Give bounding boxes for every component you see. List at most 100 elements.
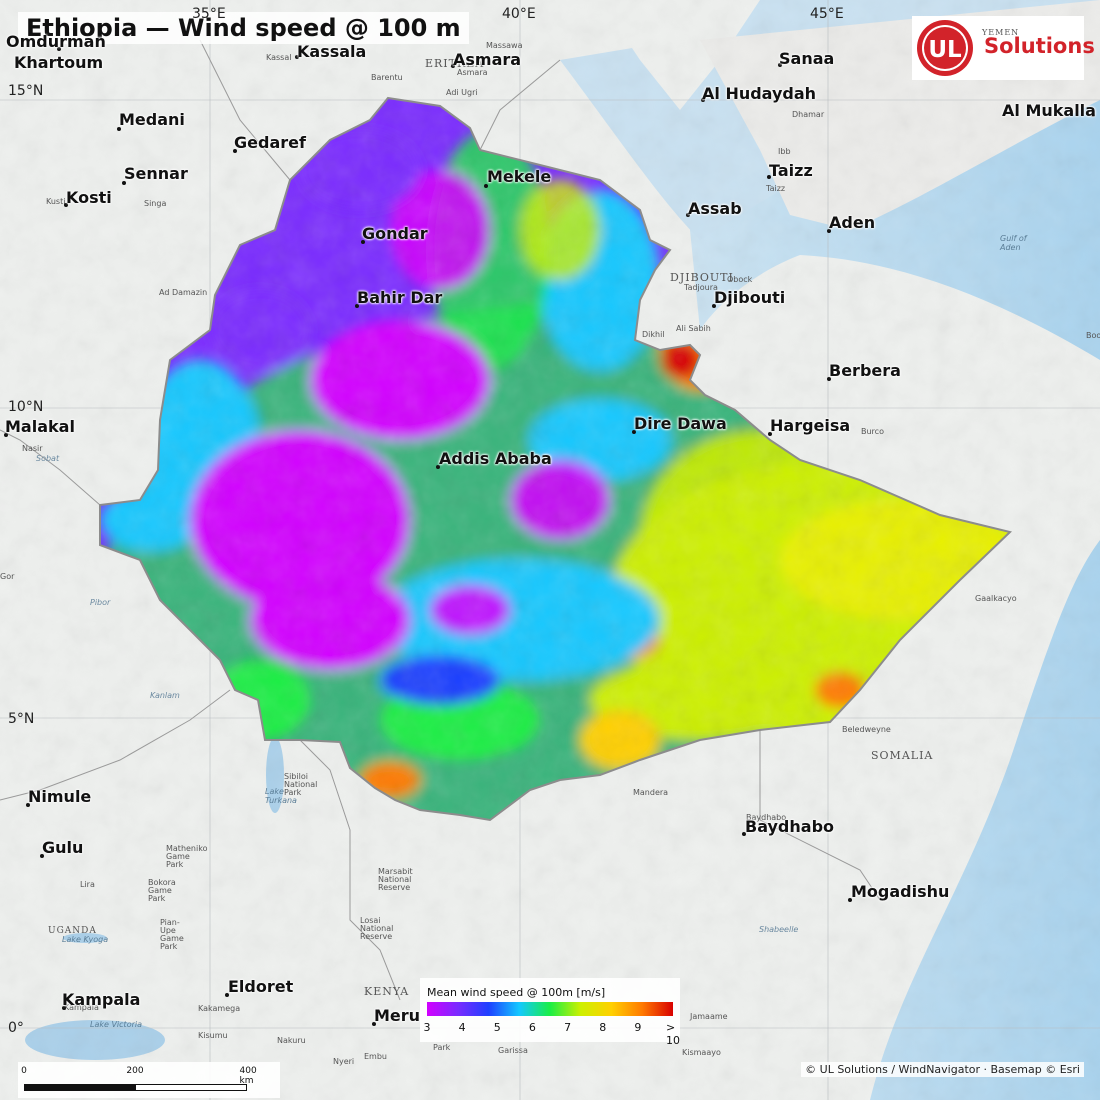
grid-lon-40: 40°E xyxy=(502,6,536,22)
legend-tick-label: 7 xyxy=(564,1021,572,1034)
legend: Mean wind speed @ 100m [m/s] 3 4 5 6 7 8 9 > 10 xyxy=(420,978,680,1047)
place-matheniko: Matheniko Game Park xyxy=(166,844,208,869)
city-gondar[interactable]: Gondar xyxy=(362,224,428,243)
legend-tick-label: 6 xyxy=(528,1021,536,1034)
city-dot xyxy=(778,63,782,67)
place-lira: Lira xyxy=(80,880,95,889)
city-asmara[interactable]: Asmara xyxy=(453,50,522,69)
grid-lat-0: 0° xyxy=(8,1020,24,1036)
city-dot xyxy=(742,832,746,836)
place-sibiloi: Sibiloi National Park xyxy=(284,772,318,797)
city-gedaref[interactable]: Gedaref xyxy=(234,133,306,152)
city-nimule[interactable]: Nimule xyxy=(28,787,92,806)
place-tadjoura: Tadjoura xyxy=(684,283,718,292)
place-ali-sabih: Ali Sabih xyxy=(676,324,711,333)
city-baydhabo[interactable]: Baydhabo xyxy=(745,817,835,836)
place-kismaayo: Kismaayo xyxy=(682,1048,721,1057)
ul-logo-icon: UL xyxy=(917,20,973,76)
map-title: Ethiopia — Wind speed @ 100 m xyxy=(18,12,469,44)
ul-solutions-logo: UL Solutions xyxy=(912,16,1095,80)
legend-title: Mean wind speed @ 100m [m/s] xyxy=(427,986,606,999)
city-taizz[interactable]: Taizz xyxy=(769,161,813,180)
place-mandera: Mandera xyxy=(633,788,669,797)
city-addis-ababa[interactable]: Addis Ababa xyxy=(439,449,552,468)
city-sennar[interactable]: Sennar xyxy=(124,164,188,183)
place-jamaame: Jamaame xyxy=(690,1012,728,1021)
place-ibb: Ibb xyxy=(778,147,791,156)
city-assab[interactable]: Assab xyxy=(688,199,742,218)
city-kosti[interactable]: Kosti xyxy=(66,188,112,207)
city-meru[interactable]: Meru xyxy=(374,1006,421,1025)
city-malakal[interactable]: Malakal xyxy=(5,417,75,436)
place-asmara-small: Asmara xyxy=(457,68,488,77)
place-kassal: Kassal xyxy=(266,53,292,62)
place-bokora: Bokora Game Park xyxy=(148,878,176,903)
country-djibouti: DJIBOUTI xyxy=(670,271,734,284)
legend-tick-label: 3 xyxy=(423,1021,431,1034)
place-shabeelle: Shabeelle xyxy=(759,925,799,934)
grid-lon-35: 35°E xyxy=(192,6,226,22)
city-mogadishu[interactable]: Mogadishu xyxy=(851,882,950,901)
city-aden[interactable]: Aden xyxy=(829,213,876,232)
place-gor: Gor xyxy=(0,572,15,581)
city-omdurman[interactable]: Omdurman xyxy=(6,32,106,51)
city-bahir-dar[interactable]: Bahir Dar xyxy=(357,288,443,307)
grid-lat-5: 5°N xyxy=(8,711,35,727)
legend-color-bar xyxy=(427,1002,673,1016)
place-pian-upe: Pian-Upe Game Park xyxy=(160,918,184,951)
place-kanlam: Kanlam xyxy=(150,691,180,700)
attribution: © UL Solutions / WindNavigator · Basemap… xyxy=(801,1062,1084,1077)
city-dot xyxy=(827,229,831,233)
city-dire-dawa[interactable]: Dire Dawa xyxy=(634,414,727,433)
city-kassala[interactable]: Kassala xyxy=(297,42,367,61)
city-dot xyxy=(233,149,237,153)
city-medani[interactable]: Medani xyxy=(119,110,185,129)
place-nasir: Nasir xyxy=(22,444,43,453)
place-pibor: Pibor xyxy=(90,598,111,607)
city-djibouti[interactable]: Djibouti xyxy=(714,288,786,307)
grid-lat-10: 10°N xyxy=(8,399,44,415)
logo-text: Solutions xyxy=(984,34,1095,58)
ul-logo-mark: UL xyxy=(928,37,962,63)
place-boo: Boo xyxy=(1086,331,1100,340)
place-kisumu: Kisumu xyxy=(198,1031,228,1040)
country-kenya: KENYA xyxy=(364,985,410,998)
city-al-hudaydah[interactable]: Al Hudaydah xyxy=(702,84,817,103)
place-kakamega: Kakamega xyxy=(198,1004,241,1013)
place-kusti: Kusti xyxy=(46,197,66,206)
place-massawa: Massawa xyxy=(486,41,523,50)
scale-segment-1 xyxy=(24,1084,137,1091)
country-somalia: SOMALIA xyxy=(871,749,934,762)
city-dot xyxy=(26,803,30,807)
city-dot xyxy=(1091,113,1095,117)
place-park: Park xyxy=(433,1043,451,1052)
place-nakuru: Nakuru xyxy=(277,1036,306,1045)
city-kampala[interactable]: Kampala xyxy=(62,990,141,1009)
city-dot xyxy=(295,55,299,59)
place-sobat: Sobat xyxy=(36,454,60,463)
legend-tick-label: > 10 xyxy=(666,1021,680,1047)
city-dot xyxy=(57,47,61,51)
place-barentu: Barentu xyxy=(371,73,403,82)
place-lake-victoria: Lake Victoria xyxy=(90,1020,142,1029)
city-dot xyxy=(768,432,772,436)
city-khartoum[interactable]: Khartoum xyxy=(14,53,104,72)
city-hargeisa[interactable]: Hargeisa xyxy=(770,416,851,435)
place-dhamar: Dhamar xyxy=(792,110,825,119)
city-al-mukalla[interactable]: Al Mukalla xyxy=(1002,101,1096,120)
city-dot xyxy=(355,304,359,308)
city-dot xyxy=(848,898,852,902)
place-obock: Obock xyxy=(727,275,753,284)
city-dot xyxy=(225,993,229,997)
place-beledweyne: Beledweyne xyxy=(842,725,891,734)
city-sanaa[interactable]: Sanaa xyxy=(779,49,835,68)
legend-tick-label: 9 xyxy=(634,1021,642,1034)
city-mekele[interactable]: Mekele xyxy=(487,167,552,186)
city-gulu[interactable]: Gulu xyxy=(42,838,84,857)
place-gulf-of-aden: Gulf of Aden xyxy=(1000,234,1027,252)
city-dot xyxy=(436,465,440,469)
city-berbera[interactable]: Berbera xyxy=(829,361,901,380)
place-taizz-small: Taizz xyxy=(766,184,786,193)
city-eldoret[interactable]: Eldoret xyxy=(228,977,294,996)
